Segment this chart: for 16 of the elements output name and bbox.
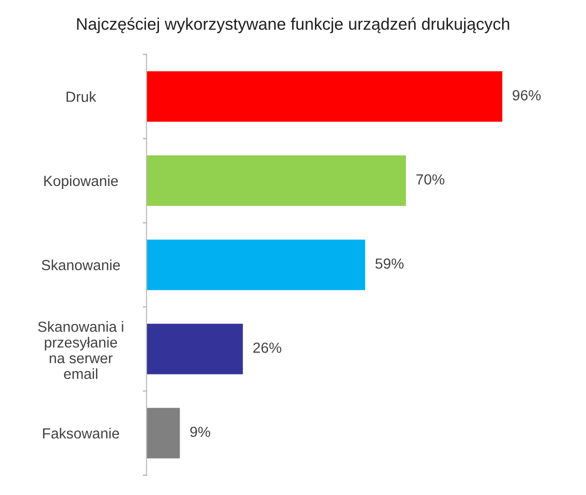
y-tick-label: Skanowanie: [42, 260, 120, 270]
bar: [146, 408, 180, 458]
y-tick-label: Faksowanie: [43, 428, 120, 439]
data-label: 70%: [416, 174, 444, 185]
chart-title: Najczęściej wykorzystywane funkcje urządzeń drukujących: [77, 17, 510, 34]
bar: [146, 324, 243, 374]
data-label: 59%: [375, 258, 404, 269]
bar: [146, 240, 366, 290]
y-tick-label: Skanowania i przesyłanie na serwer email: [38, 321, 124, 380]
data-label: 96%: [512, 90, 541, 100]
y-tick-label: Kopiowanie: [44, 175, 118, 189]
y-tick-label: Druk: [66, 91, 96, 102]
data-label: 9%: [190, 426, 210, 438]
bar: [146, 155, 406, 206]
data-label: 26%: [253, 342, 282, 353]
bar: [146, 71, 502, 122]
